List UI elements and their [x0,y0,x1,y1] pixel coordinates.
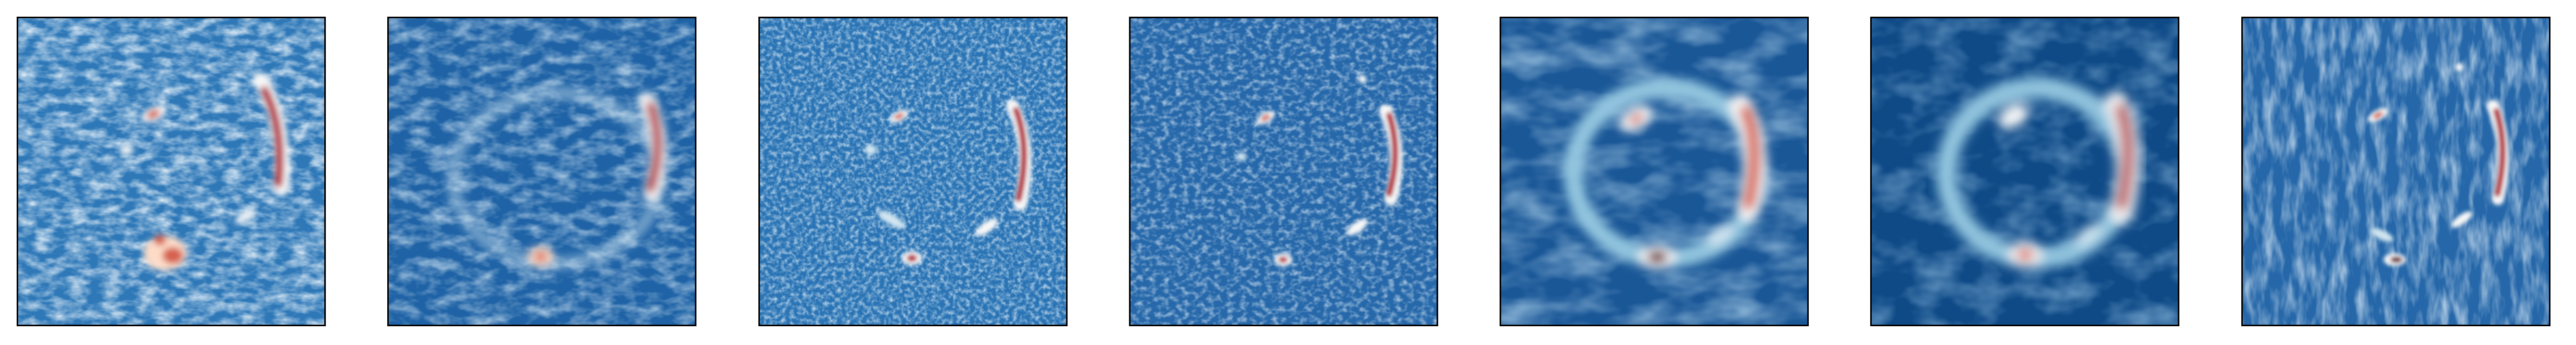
arc-features [119,72,290,271]
ring-features [1936,77,2140,269]
image-panel-6 [1870,17,2179,326]
ring-features [1563,78,1769,270]
noise-texture [18,18,324,325]
image-panel-5 [1500,17,1809,326]
image-panel-1 [17,17,326,326]
image-panel-3 [758,17,1068,326]
ring-features [2367,63,2510,266]
noise-texture [389,18,695,325]
lens-image-5 [1501,18,1807,325]
lens-image-3 [760,18,1066,325]
image-panel-7 [2241,17,2550,326]
ring-features [446,86,667,270]
noise-texture [1131,18,1437,325]
lens-image-1 [18,18,324,325]
lens-image-6 [1872,18,2178,325]
lens-image-2 [389,18,695,325]
noise-texture [760,18,1066,325]
lens-image-7 [2243,18,2549,325]
ring-features [1236,75,1403,267]
ring-features [864,99,1032,266]
image-panel-4 [1129,17,1438,326]
lens-image-4 [1131,18,1437,325]
image-panel-2 [387,17,696,326]
